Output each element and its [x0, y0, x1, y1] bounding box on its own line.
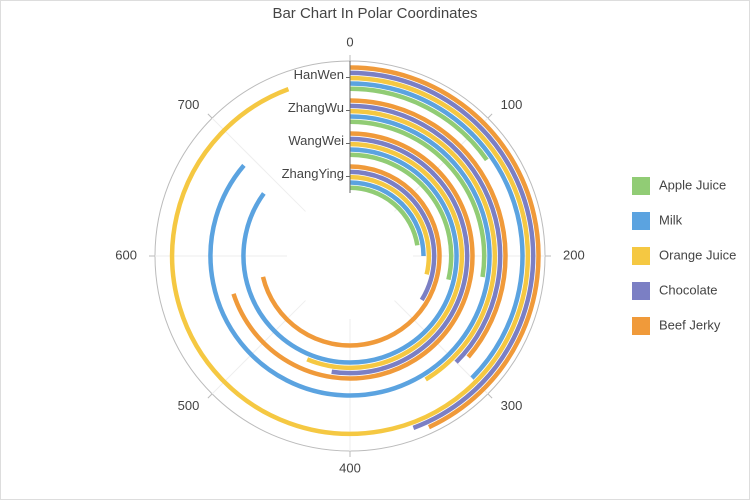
tick-mark: [487, 113, 493, 119]
category-label: ZhangYing: [282, 166, 344, 181]
legend-label: Beef Jerky: [659, 317, 721, 332]
bar: [349, 70, 536, 430]
bar: [169, 75, 531, 437]
bar: [349, 65, 541, 430]
bar: [349, 185, 420, 246]
angle-tick-label: 600: [115, 247, 137, 262]
bar: [349, 169, 437, 302]
legend-swatch[interactable]: [632, 247, 650, 265]
legend-label: Apple Juice: [659, 177, 726, 192]
bar: [349, 103, 503, 364]
angle-tick-label: 0: [346, 34, 353, 49]
bar: [349, 81, 525, 380]
grid-line: [211, 300, 306, 395]
bar: [306, 141, 465, 371]
angle-tick-label: 500: [178, 398, 200, 413]
tick-mark: [207, 113, 213, 119]
category-label: HanWen: [294, 67, 344, 82]
bar: [349, 108, 498, 382]
legend-label: Milk: [659, 212, 683, 227]
bar: [349, 98, 508, 359]
tick-mark: [207, 393, 213, 399]
legend-swatch[interactable]: [632, 282, 650, 300]
bar: [349, 180, 426, 257]
legend-swatch[interactable]: [632, 212, 650, 230]
angle-tick-label: 100: [501, 97, 523, 112]
angle-tick-label: 200: [563, 247, 585, 262]
legend-swatch[interactable]: [632, 177, 650, 195]
bar: [349, 119, 487, 278]
category-label: WangWei: [288, 133, 344, 148]
bar: [208, 114, 492, 398]
bar: [349, 174, 432, 275]
bar: [331, 136, 470, 376]
angle-tick-label: 400: [339, 460, 361, 475]
legend-label: Chocolate: [659, 282, 718, 297]
category-label: ZhangWu: [288, 100, 344, 115]
chart-title: Bar Chart In Polar Coordinates: [272, 5, 477, 22]
bar: [349, 86, 489, 162]
bar: [349, 152, 454, 281]
bar: [231, 131, 475, 381]
legend-swatch[interactable]: [632, 317, 650, 335]
grid-line: [211, 117, 306, 212]
bar: [260, 164, 442, 348]
tick-mark: [487, 393, 493, 399]
bar: [241, 147, 459, 365]
angle-tick-label: 300: [501, 398, 523, 413]
angle-tick-label: 700: [178, 97, 200, 112]
legend-label: Orange Juice: [659, 247, 736, 262]
